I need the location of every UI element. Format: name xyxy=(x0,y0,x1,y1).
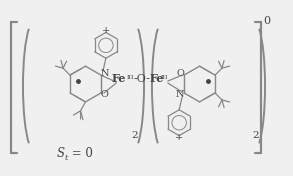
Text: +: + xyxy=(175,133,183,142)
Text: Fe: Fe xyxy=(150,73,164,84)
Text: III: III xyxy=(161,75,168,80)
Text: 2: 2 xyxy=(252,131,259,140)
Text: +: + xyxy=(102,26,110,35)
Text: O: O xyxy=(101,90,109,99)
Text: S: S xyxy=(57,147,65,161)
Text: N: N xyxy=(176,90,184,99)
Text: O: O xyxy=(176,69,184,78)
Text: 2: 2 xyxy=(131,131,138,140)
Text: = 0: = 0 xyxy=(68,147,93,161)
Text: III: III xyxy=(127,75,135,80)
Text: -O-: -O- xyxy=(133,74,150,84)
Text: 0: 0 xyxy=(263,15,270,26)
Text: t: t xyxy=(65,154,68,162)
Text: N: N xyxy=(101,69,109,78)
Text: Fe: Fe xyxy=(111,73,125,84)
